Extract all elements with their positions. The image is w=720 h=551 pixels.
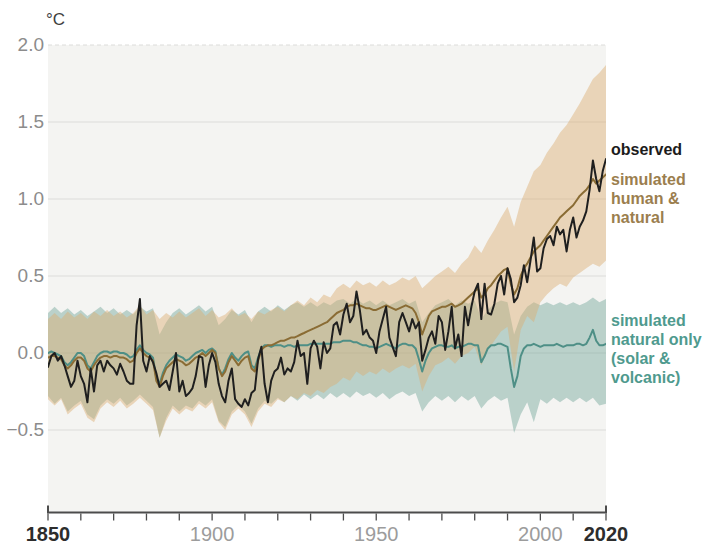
y-tick-label-1: 1.0 [0, 188, 44, 210]
x-tick-label-1950: 1950 [336, 522, 416, 546]
x-tick-label-1850: 1850 [8, 522, 88, 546]
x-tick-label-2020: 2020 [566, 522, 646, 546]
x-tick-label-1900: 1900 [172, 522, 252, 546]
legend-label-simulated-natural-only: simulated natural only (solar & volcanic… [611, 311, 720, 387]
climate-attribution-chart: °C 2.01.51.00.50.0−0.5 18501900195020002… [0, 0, 720, 551]
y-tick-label-2: 2.0 [0, 34, 44, 56]
chart-canvas [0, 0, 720, 551]
legend-label-simulated-human-natural: simulated human & natural [611, 170, 720, 227]
y-tick-label--0.5: −0.5 [0, 419, 44, 441]
y-tick-label-0.5: 0.5 [0, 265, 44, 287]
y-tick-label-1.5: 1.5 [0, 111, 44, 133]
legend-label-observed: observed [611, 140, 720, 159]
y-tick-label-0: 0.0 [0, 342, 44, 364]
